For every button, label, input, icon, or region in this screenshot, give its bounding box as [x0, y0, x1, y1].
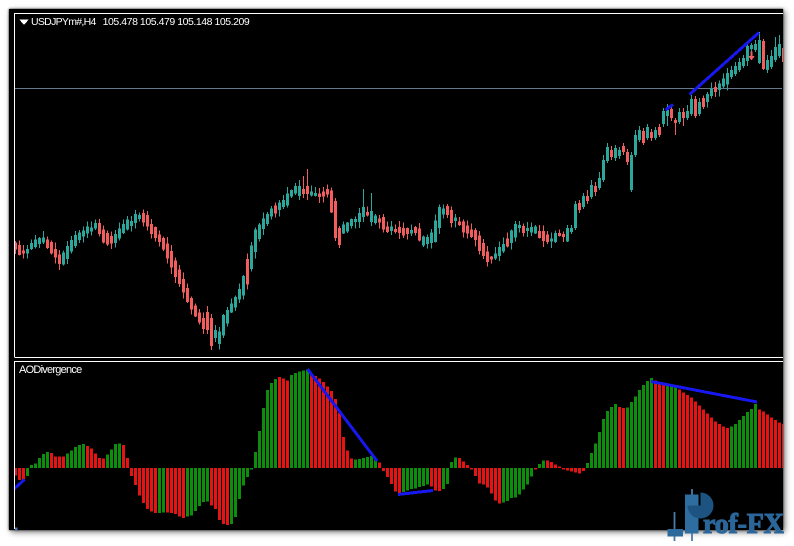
svg-text:rof-FX: rof-FX	[703, 509, 784, 540]
